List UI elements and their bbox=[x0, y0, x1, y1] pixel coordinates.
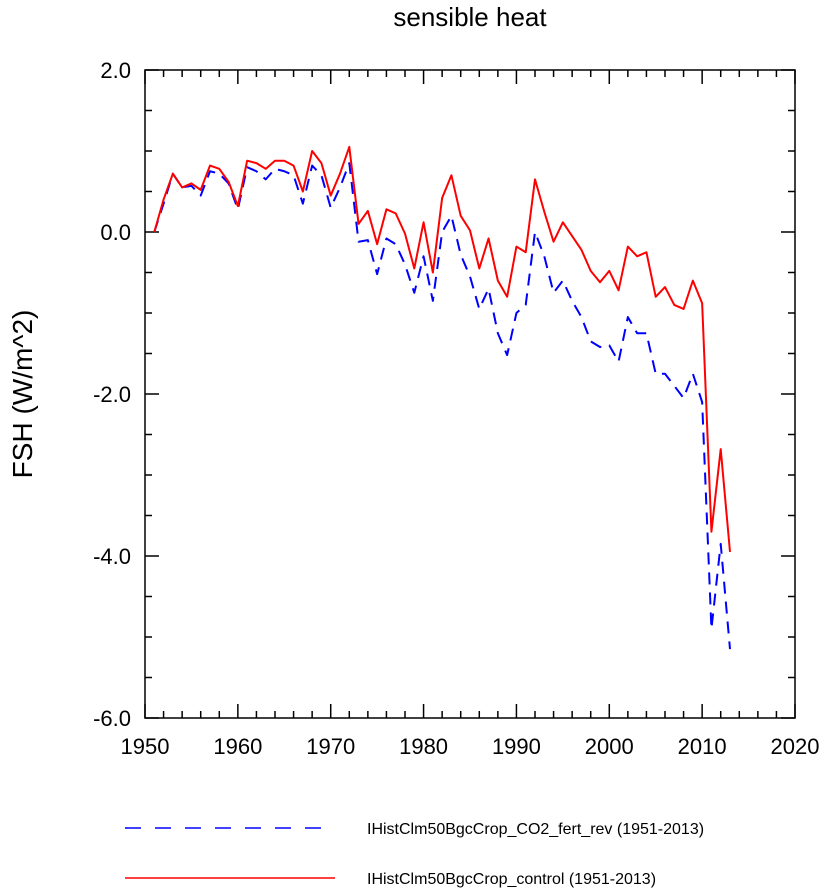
y-tick-label: 2.0 bbox=[100, 58, 131, 83]
y-axis-label: FSH (W/m^2) bbox=[7, 310, 38, 479]
y-tick-label: -6.0 bbox=[93, 706, 131, 731]
plot-border bbox=[144, 69, 796, 719]
y-axis: 2.0 0.0 -2.0 -4.0 -6.0 bbox=[93, 58, 795, 731]
legend-label: IHistClm50BgcCrop_CO2_fert_rev (1951-201… bbox=[367, 821, 704, 838]
legend: IHistClm50BgcCrop_CO2_fert_rev (1951-201… bbox=[125, 821, 704, 888]
x-tick-label: 2020 bbox=[771, 734, 820, 759]
y-tick-label: -2.0 bbox=[93, 382, 131, 407]
series-layer bbox=[153, 145, 731, 650]
x-tick-label: 1960 bbox=[213, 734, 262, 759]
control-series-line bbox=[153, 145, 731, 553]
x-axis: 1950 1960 1970 1980 1990 2000 2010 2020 bbox=[121, 70, 820, 759]
x-tick-label: 1950 bbox=[121, 734, 170, 759]
y-tick-label: -4.0 bbox=[93, 544, 131, 569]
x-tick-label: 1980 bbox=[399, 734, 448, 759]
chart-title: sensible heat bbox=[393, 2, 547, 32]
x-tick-label: 2010 bbox=[678, 734, 727, 759]
x-tick-label: 1990 bbox=[492, 734, 541, 759]
co2-fert-rev-series-line bbox=[153, 162, 731, 650]
x-tick-label: 1970 bbox=[306, 734, 355, 759]
plot-frame bbox=[144, 69, 796, 719]
y-tick-label: 0.0 bbox=[100, 220, 131, 245]
x-tick-label: 2000 bbox=[585, 734, 634, 759]
legend-label: IHistClm50BgcCrop_control (1951-2013) bbox=[367, 871, 656, 888]
